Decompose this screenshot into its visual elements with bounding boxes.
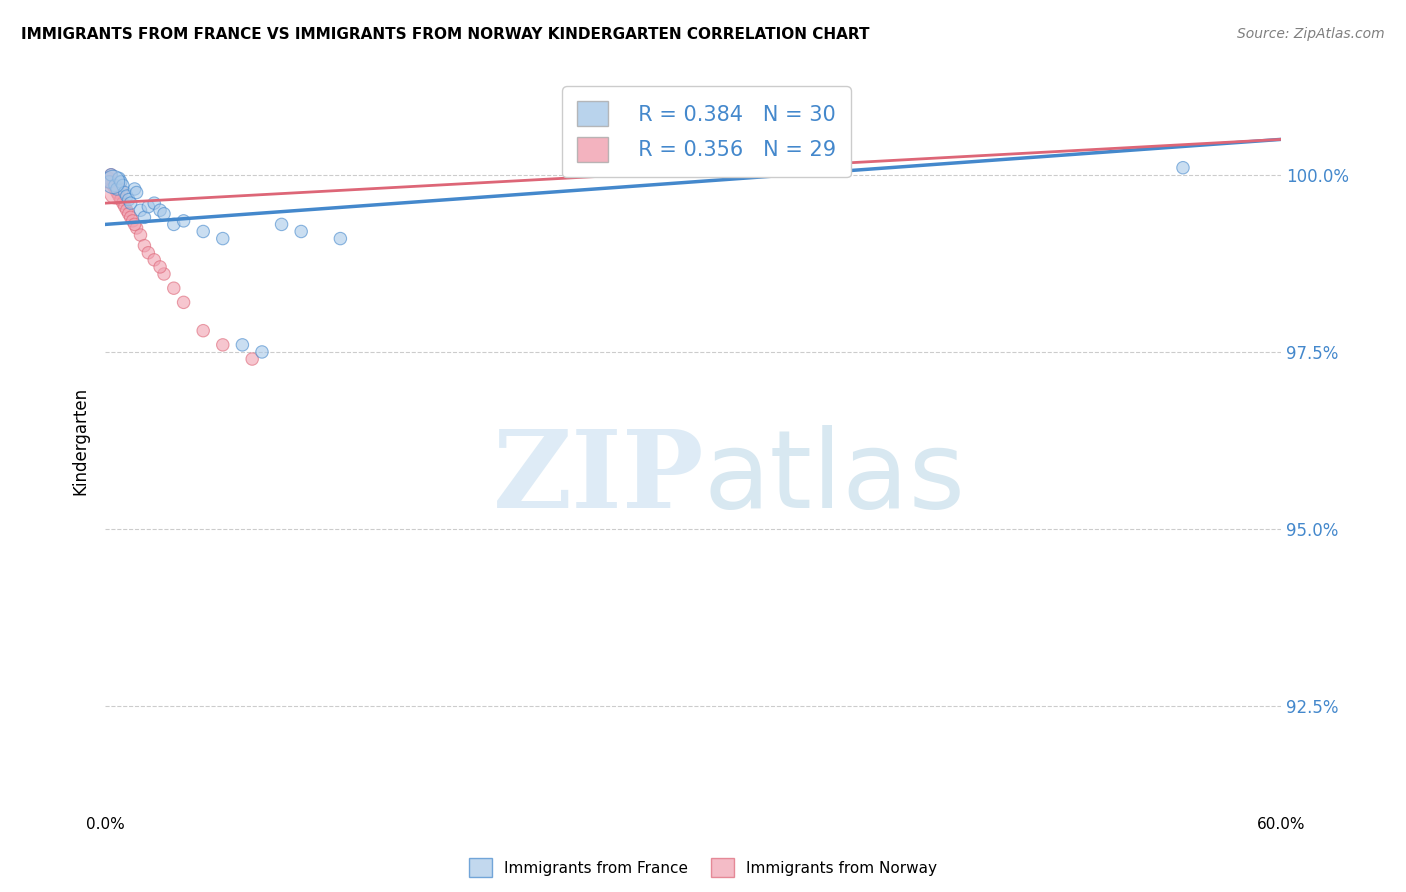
Point [121, 214, 143, 228]
Point [111, 178, 134, 193]
Point [104, 178, 127, 193]
Point [129, 203, 152, 218]
Point [290, 225, 312, 239]
Point [124, 218, 146, 232]
Point [153, 267, 176, 281]
Point [101, 178, 124, 193]
Point [250, 345, 273, 359]
Point [136, 245, 159, 260]
Point [114, 200, 136, 214]
Point [110, 193, 132, 207]
Point [163, 281, 186, 295]
Text: IMMIGRANTS FROM FRANCE VS IMMIGRANTS FROM NORWAY KINDERGARTEN CORRELATION CHART: IMMIGRANTS FROM FRANCE VS IMMIGRANTS FRO… [21, 27, 869, 42]
Point [115, 189, 138, 203]
Point [329, 231, 352, 245]
Point [120, 211, 142, 225]
Point [1171, 161, 1194, 175]
Point [104, 186, 127, 200]
Point [105, 182, 128, 196]
Point [240, 352, 263, 367]
Point [115, 203, 138, 218]
Point [143, 252, 166, 267]
Point [193, 324, 215, 338]
Point [211, 338, 233, 352]
Point [231, 338, 253, 352]
Point [270, 218, 292, 232]
Point [125, 186, 148, 200]
Point [100, 168, 122, 182]
Point [134, 238, 156, 252]
Point [211, 231, 233, 245]
Point [118, 193, 141, 207]
Text: Source: ZipAtlas.com: Source: ZipAtlas.com [1237, 27, 1385, 41]
Legend:   R = 0.384   N = 30,   R = 0.356   N = 29: R = 0.384 N = 30, R = 0.356 N = 29 [562, 87, 851, 177]
Point [104, 182, 127, 196]
Point [105, 186, 128, 200]
Text: ZIP: ZIP [494, 425, 704, 531]
Point [108, 171, 131, 186]
Point [193, 225, 215, 239]
Point [120, 196, 142, 211]
Point [134, 211, 156, 225]
Text: atlas: atlas [703, 425, 965, 531]
Point [98, 175, 121, 189]
Point [173, 214, 195, 228]
Point [153, 207, 176, 221]
Point [108, 189, 131, 203]
Point [173, 295, 195, 310]
Legend: Immigrants from France, Immigrants from Norway: Immigrants from France, Immigrants from … [463, 852, 943, 883]
Point [110, 175, 132, 189]
Point [100, 168, 122, 182]
Point [143, 196, 166, 211]
Point [114, 186, 136, 200]
Point [111, 196, 134, 211]
Point [149, 260, 172, 274]
Point [98, 171, 121, 186]
Point [98, 175, 121, 189]
Point [96, 175, 118, 189]
Point [163, 218, 186, 232]
Point [149, 203, 172, 218]
Point [118, 207, 141, 221]
Point [125, 221, 148, 235]
Point [136, 200, 159, 214]
Point [124, 182, 146, 196]
Point [101, 175, 124, 189]
Y-axis label: Kindergarten: Kindergarten [72, 386, 89, 494]
Point [129, 227, 152, 242]
